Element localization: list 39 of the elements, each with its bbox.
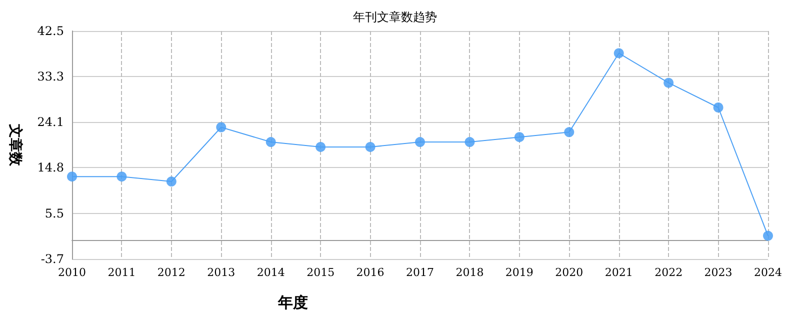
x-tick-label: 2013: [207, 266, 236, 279]
x-tick-label: 2014: [256, 266, 285, 279]
x-tick-label: 2010: [58, 266, 86, 279]
point: [614, 48, 624, 58]
x-tick-label: 2024: [754, 266, 782, 279]
x-tick-label: 2022: [654, 266, 683, 279]
point: [514, 132, 524, 142]
y-tick-label: 14.8: [37, 160, 64, 175]
y-tick-label: 5.5: [44, 206, 64, 221]
point: [464, 137, 475, 148]
x-tick-label: 2011: [108, 266, 136, 279]
point: [116, 172, 127, 182]
y-tick-label: -3.7: [40, 252, 64, 266]
point: [763, 230, 773, 241]
x-tick-label: 2017: [406, 266, 434, 279]
y-tick-label: 33.3: [37, 69, 64, 84]
x-axis-title: 年度: [277, 294, 308, 312]
point: [664, 78, 674, 88]
x-tick-label: 2021: [604, 266, 633, 279]
point: [365, 142, 376, 152]
point: [266, 137, 276, 148]
y-axis-title: 文章数: [7, 123, 24, 167]
x-tick-label: 2019: [505, 266, 534, 279]
x-tick-label: 2020: [555, 266, 584, 279]
chart-title: 年刊文章数趋势: [353, 10, 437, 24]
x-tick-label: 2016: [356, 266, 384, 279]
y-tick-label: 24.1: [37, 114, 64, 129]
point: [67, 172, 77, 182]
x-tick-label: 2015: [306, 266, 335, 279]
point: [564, 127, 574, 138]
point: [216, 122, 226, 132]
x-tick-label: 2023: [704, 266, 732, 279]
y-tick-label: 42.5: [37, 24, 64, 38]
point: [166, 176, 176, 187]
point: [713, 102, 724, 112]
point: [316, 142, 326, 152]
x-tick-label: 2018: [456, 266, 484, 279]
x-tick-label: 2012: [157, 266, 186, 279]
point: [415, 137, 425, 148]
